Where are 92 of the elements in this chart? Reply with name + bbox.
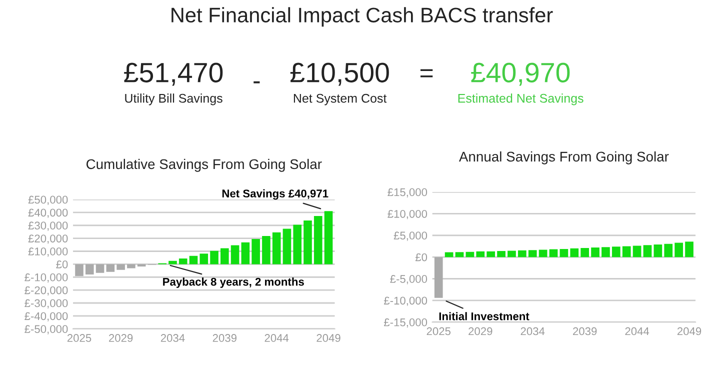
bar bbox=[528, 250, 537, 258]
bar bbox=[444, 252, 454, 258]
bar bbox=[252, 238, 260, 264]
x-tick-label: 2049 bbox=[316, 334, 340, 342]
y-tick-label: £-15,000 bbox=[384, 318, 428, 328]
bar bbox=[643, 245, 652, 258]
bar bbox=[622, 246, 631, 258]
bar bbox=[293, 224, 302, 264]
bar bbox=[497, 250, 506, 258]
x-tick-label: 2039 bbox=[212, 334, 236, 342]
bar bbox=[324, 211, 333, 264]
x-tick-label: 2044 bbox=[625, 327, 650, 336]
x-tick-label: 2049 bbox=[677, 327, 702, 336]
bar bbox=[538, 250, 548, 258]
bar bbox=[560, 249, 568, 258]
bar bbox=[549, 249, 558, 258]
y-tick-label: £-5,000 bbox=[390, 275, 428, 284]
bar bbox=[508, 250, 516, 258]
x-tick-label: 2029 bbox=[468, 327, 492, 336]
x-tick-label: 2034 bbox=[520, 327, 545, 336]
y-tick-label: £20,000 bbox=[28, 234, 68, 244]
bar bbox=[602, 247, 610, 258]
bar bbox=[220, 248, 229, 264]
annotation: Payback 8 years, 2 months bbox=[163, 278, 304, 288]
bar bbox=[272, 232, 281, 264]
annotation: Net Savings £40,971 bbox=[222, 189, 328, 200]
bar bbox=[127, 264, 136, 268]
bar bbox=[304, 220, 312, 264]
bar bbox=[75, 264, 84, 276]
bar bbox=[455, 252, 464, 258]
bar bbox=[210, 250, 218, 264]
y-tick-label: £0 bbox=[56, 260, 68, 268]
bar bbox=[262, 236, 270, 264]
bar bbox=[434, 257, 443, 298]
chart-title: Cumulative Savings From Going Solar bbox=[86, 158, 322, 172]
y-tick-label: £30,000 bbox=[28, 222, 68, 231]
annotation: Initial Investment bbox=[439, 312, 530, 320]
y-tick-label: £10,000 bbox=[388, 210, 428, 220]
bar bbox=[116, 264, 125, 270]
bar bbox=[137, 264, 146, 267]
bar bbox=[476, 251, 485, 258]
bar bbox=[664, 244, 673, 258]
bar bbox=[106, 264, 115, 272]
y-tick-label: £-40,000 bbox=[24, 312, 68, 322]
y-tick-label: £-10,000 bbox=[384, 296, 428, 306]
y-tick-label: £-30,000 bbox=[24, 299, 68, 308]
bar bbox=[591, 248, 600, 258]
text: Utility Bill Savings bbox=[125, 94, 222, 106]
bar bbox=[654, 244, 662, 258]
bar bbox=[674, 242, 683, 258]
bar bbox=[314, 216, 322, 264]
text: Net Financial Impact Cash BACS transfer bbox=[172, 7, 553, 27]
bar bbox=[200, 254, 208, 264]
bar bbox=[189, 256, 198, 264]
bar bbox=[518, 250, 526, 258]
text: Net System Cost bbox=[294, 94, 387, 106]
bar bbox=[580, 248, 590, 258]
y-tick-label: £5,000 bbox=[394, 232, 428, 241]
x-tick-label: 2025 bbox=[67, 334, 92, 342]
bar bbox=[570, 248, 579, 258]
x-tick-label: 2039 bbox=[573, 327, 597, 336]
x-tick-label: 2044 bbox=[264, 334, 289, 342]
bar bbox=[85, 264, 94, 275]
text: £51,470 bbox=[124, 62, 223, 86]
y-tick-label: £-50,000 bbox=[24, 325, 68, 334]
y-tick-label: £10,000 bbox=[28, 248, 68, 257]
bar bbox=[685, 242, 694, 258]
x-tick-label: 2025 bbox=[426, 327, 451, 336]
bar bbox=[168, 260, 177, 264]
text: = bbox=[420, 69, 433, 78]
y-tick-label: £-10,000 bbox=[24, 273, 68, 283]
bar bbox=[632, 246, 642, 258]
bar bbox=[230, 245, 240, 264]
text: Estimated Net Savings bbox=[458, 94, 584, 106]
chart-title: Annual Savings From Going Solar bbox=[458, 151, 669, 164]
y-tick-label: £-20,000 bbox=[24, 286, 68, 296]
text: £10,500 bbox=[290, 62, 389, 86]
text: - bbox=[254, 81, 260, 84]
bar bbox=[96, 264, 104, 273]
bar bbox=[282, 228, 292, 264]
y-tick-label: £40,000 bbox=[28, 208, 68, 218]
y-tick-label: £15,000 bbox=[388, 188, 428, 198]
x-tick-label: 2034 bbox=[160, 334, 185, 342]
bar bbox=[612, 246, 620, 258]
text: £40,970 bbox=[471, 62, 570, 86]
y-tick-label: £50,000 bbox=[28, 196, 68, 205]
y-tick-label: £0 bbox=[415, 253, 428, 262]
x-tick-label: 2029 bbox=[109, 334, 133, 342]
bar bbox=[178, 258, 188, 264]
bar bbox=[466, 252, 474, 258]
bar bbox=[241, 242, 250, 264]
bar bbox=[486, 251, 496, 258]
